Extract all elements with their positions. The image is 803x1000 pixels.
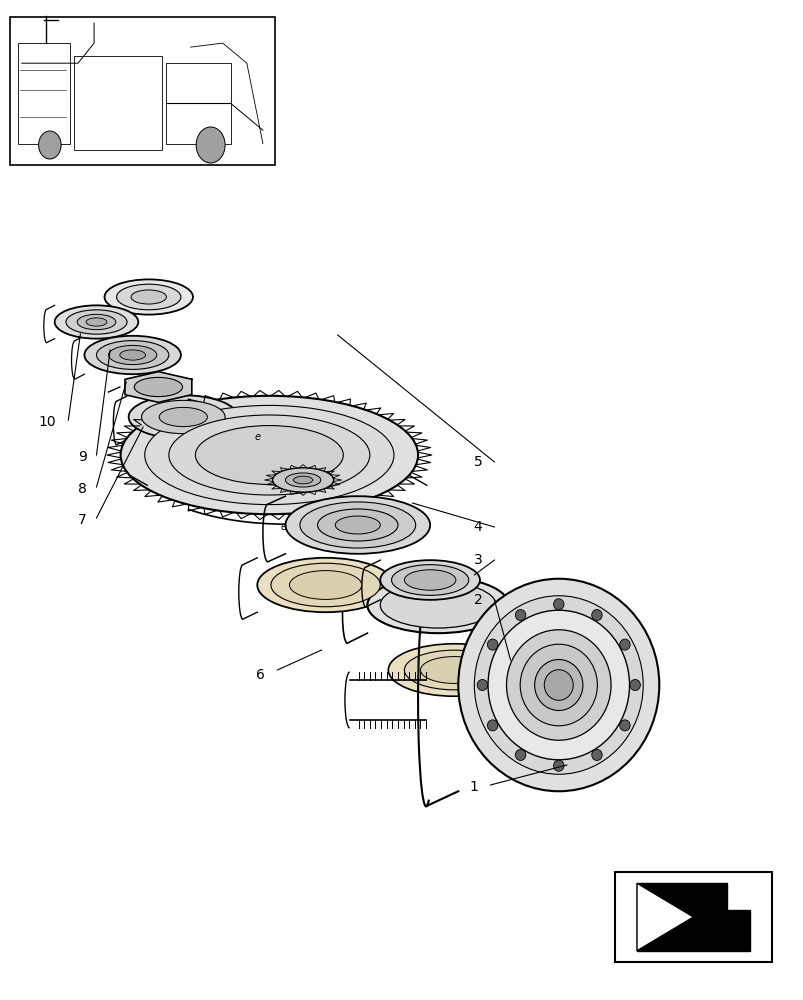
Ellipse shape xyxy=(317,509,397,541)
Ellipse shape xyxy=(120,396,418,514)
Ellipse shape xyxy=(335,516,380,534)
Text: 7: 7 xyxy=(78,513,87,527)
Ellipse shape xyxy=(108,345,157,365)
Ellipse shape xyxy=(515,749,525,760)
Ellipse shape xyxy=(257,558,393,612)
Ellipse shape xyxy=(293,476,312,484)
Ellipse shape xyxy=(544,670,573,700)
Text: 1: 1 xyxy=(469,780,478,794)
Bar xyxy=(10,17,275,165)
Ellipse shape xyxy=(145,405,393,505)
Polygon shape xyxy=(636,883,692,951)
Text: e: e xyxy=(254,432,260,442)
Polygon shape xyxy=(636,883,749,951)
Ellipse shape xyxy=(619,720,630,731)
Ellipse shape xyxy=(487,639,497,650)
Ellipse shape xyxy=(120,350,145,360)
Ellipse shape xyxy=(506,630,610,740)
Text: 5: 5 xyxy=(473,455,482,469)
Ellipse shape xyxy=(271,563,380,607)
Ellipse shape xyxy=(84,336,181,374)
Ellipse shape xyxy=(420,657,487,683)
Ellipse shape xyxy=(534,660,582,710)
Ellipse shape xyxy=(520,644,597,726)
Polygon shape xyxy=(124,372,192,402)
Ellipse shape xyxy=(272,468,333,492)
Ellipse shape xyxy=(404,570,455,590)
Ellipse shape xyxy=(141,400,225,434)
Ellipse shape xyxy=(591,749,601,760)
Ellipse shape xyxy=(380,582,495,628)
Ellipse shape xyxy=(86,318,107,326)
Bar xyxy=(614,872,771,962)
Ellipse shape xyxy=(159,407,207,427)
Bar xyxy=(18,43,70,144)
Circle shape xyxy=(39,131,61,159)
Ellipse shape xyxy=(134,377,182,397)
Ellipse shape xyxy=(552,599,563,610)
Text: 4: 4 xyxy=(473,520,482,534)
Ellipse shape xyxy=(388,644,520,696)
Text: 8: 8 xyxy=(78,482,87,496)
Ellipse shape xyxy=(169,415,369,495)
Ellipse shape xyxy=(96,341,169,369)
Ellipse shape xyxy=(104,279,193,315)
Ellipse shape xyxy=(77,314,116,330)
Ellipse shape xyxy=(458,579,658,791)
Ellipse shape xyxy=(195,426,343,484)
Ellipse shape xyxy=(515,610,525,621)
Ellipse shape xyxy=(289,571,361,599)
Bar xyxy=(74,56,162,150)
Ellipse shape xyxy=(131,290,166,304)
Ellipse shape xyxy=(285,496,430,554)
Ellipse shape xyxy=(285,473,320,487)
Ellipse shape xyxy=(619,639,630,650)
Ellipse shape xyxy=(55,305,138,339)
Ellipse shape xyxy=(380,560,479,600)
Ellipse shape xyxy=(630,679,639,691)
Ellipse shape xyxy=(128,395,238,439)
Ellipse shape xyxy=(477,679,487,691)
Ellipse shape xyxy=(367,577,508,633)
Ellipse shape xyxy=(391,565,468,595)
Ellipse shape xyxy=(116,284,181,310)
Text: 3: 3 xyxy=(473,553,482,567)
Ellipse shape xyxy=(552,760,563,771)
Text: 2: 2 xyxy=(473,593,482,607)
Ellipse shape xyxy=(487,610,629,760)
Ellipse shape xyxy=(300,502,415,548)
Ellipse shape xyxy=(487,720,497,731)
Bar xyxy=(166,63,230,144)
Ellipse shape xyxy=(66,310,127,334)
Text: e: e xyxy=(280,522,287,532)
Text: 10: 10 xyxy=(39,415,56,429)
Ellipse shape xyxy=(404,650,503,690)
Text: 6: 6 xyxy=(256,668,265,682)
Circle shape xyxy=(196,127,225,163)
Ellipse shape xyxy=(474,596,642,774)
Text: 9: 9 xyxy=(78,450,87,464)
Ellipse shape xyxy=(591,610,601,621)
